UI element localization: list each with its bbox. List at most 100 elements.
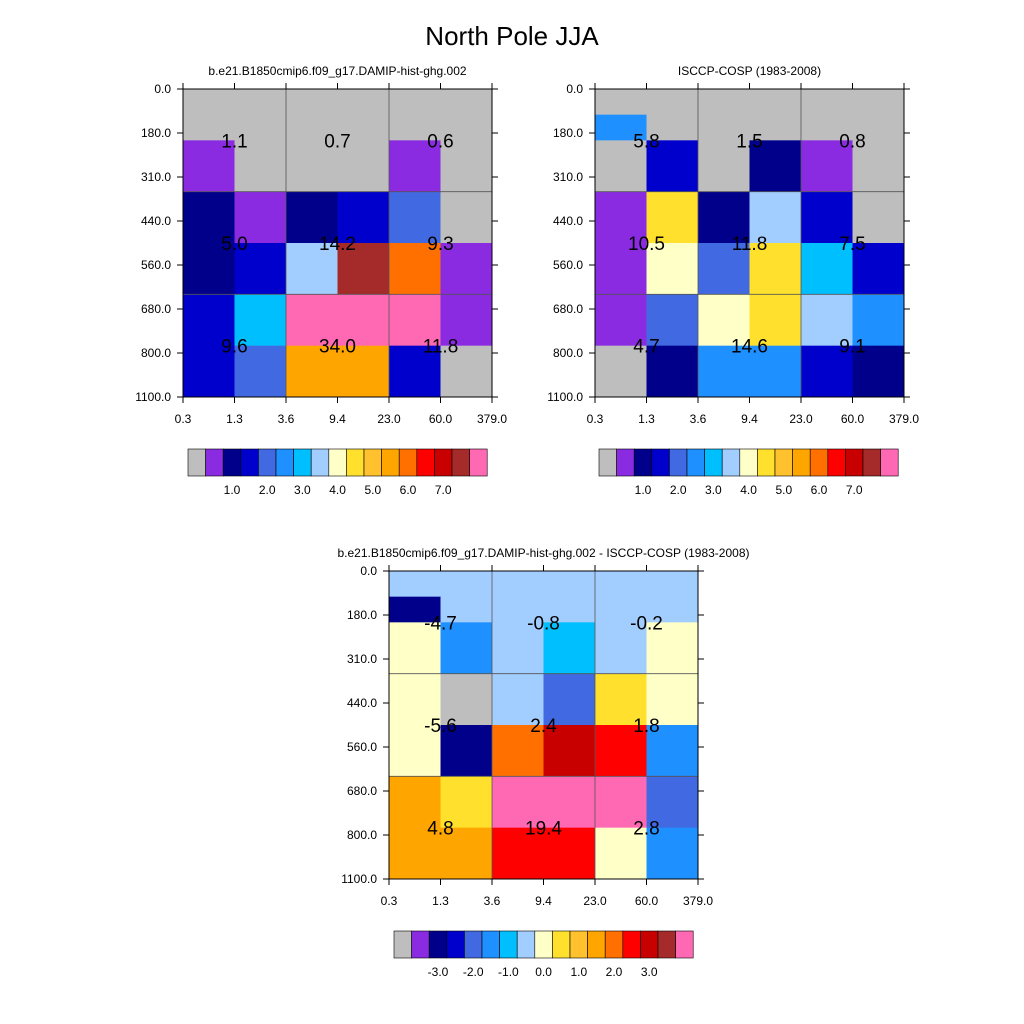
heatmap-cell (801, 243, 853, 295)
heatmap-cell (749, 140, 802, 193)
x-tick-label: 60.0 (841, 412, 865, 426)
colorbar-swatch (622, 930, 641, 959)
y-tick-label: 310.0 (141, 170, 171, 184)
heatmap-cell (595, 243, 647, 295)
heatmap-cell (698, 345, 750, 398)
heatmap-cell (543, 725, 596, 777)
heatmap-cell (286, 345, 338, 398)
heatmap-cell (801, 345, 853, 398)
heatmap-cell (543, 622, 596, 675)
colorbar-swatch (651, 448, 670, 477)
block-value-label: 34.0 (319, 337, 356, 358)
x-tick-label: 9.4 (329, 412, 346, 426)
x-tick-label: 379.0 (477, 412, 507, 426)
heatmap-cell (646, 89, 699, 116)
x-tick-label: 23.0 (583, 894, 607, 908)
heatmap-cell (234, 294, 287, 347)
colorbar-swatch (552, 930, 571, 959)
block-value-label: 4.7 (633, 337, 659, 358)
y-tick-label: 680.0 (553, 302, 583, 316)
x-tick-label: 9.4 (535, 894, 552, 908)
x-tick-label: 3.6 (690, 412, 707, 426)
block-value-label: 9.3 (427, 234, 453, 255)
heatmap-cell (440, 140, 493, 193)
colorbar-swatch (845, 448, 864, 477)
x-tick-label: 0.3 (381, 894, 398, 908)
colorbar-label: 4.0 (329, 483, 346, 497)
heatmap-cell (852, 140, 905, 193)
heatmap-cell (698, 191, 750, 244)
colorbar-swatch (258, 448, 277, 477)
heatmap-cell (440, 243, 493, 295)
heatmap-cell (183, 243, 235, 295)
heatmap-cell (492, 571, 544, 598)
colorbar-label: -1.0 (498, 965, 519, 979)
heatmap-cell (543, 571, 596, 598)
heatmap-cell (440, 776, 493, 829)
colorbar-swatch (675, 930, 694, 959)
colorbar-label: 1.0 (635, 483, 652, 497)
colorbar-swatch (481, 930, 500, 959)
heatmap-cell (389, 622, 441, 675)
colorbar-swatch (880, 448, 899, 477)
heatmap-cell (492, 596, 544, 623)
heatmap-cell (698, 140, 750, 193)
colorbar-swatch (721, 448, 741, 477)
panel-title: b.e21.B1850cmip6.f09_g17.DAMIP-hist-ghg.… (208, 64, 466, 78)
colorbar-label: 7.0 (846, 483, 863, 497)
heatmap-cell (389, 596, 441, 623)
heatmap-cell (852, 89, 905, 116)
heatmap-cell (646, 827, 699, 880)
heatmap-cell (440, 191, 493, 244)
colorbar-swatch (792, 448, 811, 477)
colorbar-swatch (827, 448, 846, 477)
heatmap-cell (440, 622, 493, 675)
colorbar-swatch (328, 448, 347, 477)
heatmap-cell (595, 596, 647, 623)
heatmap-cell (646, 294, 699, 347)
colorbar-swatch (393, 930, 412, 959)
y-tick-label: 0.0 (566, 82, 583, 96)
colorbar-swatch (446, 930, 465, 959)
colorbar-label: 7.0 (435, 483, 452, 497)
heatmap-cell (698, 243, 750, 295)
heatmap-cell (337, 294, 390, 347)
colorbar-label: 2.0 (606, 965, 623, 979)
y-tick-label: 440.0 (141, 214, 171, 228)
heatmap-cell (595, 622, 647, 675)
colorbar-swatch (205, 448, 224, 477)
heatmap-cell (646, 673, 699, 726)
block-value-label: 7.5 (839, 234, 865, 255)
heatmap-cell (286, 243, 338, 295)
heatmap-cell (595, 725, 647, 777)
heatmap-cell (646, 622, 699, 675)
colorbar-swatch (381, 448, 400, 477)
colorbar-swatch (739, 448, 758, 477)
heatmap-cell (646, 345, 699, 398)
colorbar-label: 6.0 (400, 483, 417, 497)
block-value-label: -5.6 (424, 716, 457, 737)
colorbar-label: -2.0 (463, 965, 484, 979)
heatmap-cell (183, 140, 235, 193)
y-tick-label: 680.0 (141, 302, 171, 316)
heatmap-cell (389, 191, 441, 244)
heatmap-cell (801, 140, 853, 193)
heatmap-cell (286, 294, 338, 347)
heatmap-cell (440, 827, 493, 880)
x-tick-label: 3.6 (484, 894, 501, 908)
block-value-label: 1.5 (736, 131, 762, 152)
heatmap-cell (440, 89, 493, 141)
y-tick-label: 1100.0 (135, 390, 171, 404)
block-value-label: 0.8 (839, 131, 865, 152)
heatmap-cell (234, 140, 287, 193)
block-value-label: 14.2 (319, 234, 356, 255)
block-value-label: 11.8 (732, 234, 768, 255)
heatmap-cell (749, 89, 802, 116)
heatmap-cell (646, 571, 699, 598)
heatmap-cell (698, 294, 750, 347)
colorbar-swatch (598, 448, 617, 477)
colorbar-label: 5.0 (364, 483, 381, 497)
heatmap-cell (183, 345, 235, 398)
y-tick-label: 680.0 (347, 784, 377, 798)
heatmap-cell (440, 571, 493, 598)
